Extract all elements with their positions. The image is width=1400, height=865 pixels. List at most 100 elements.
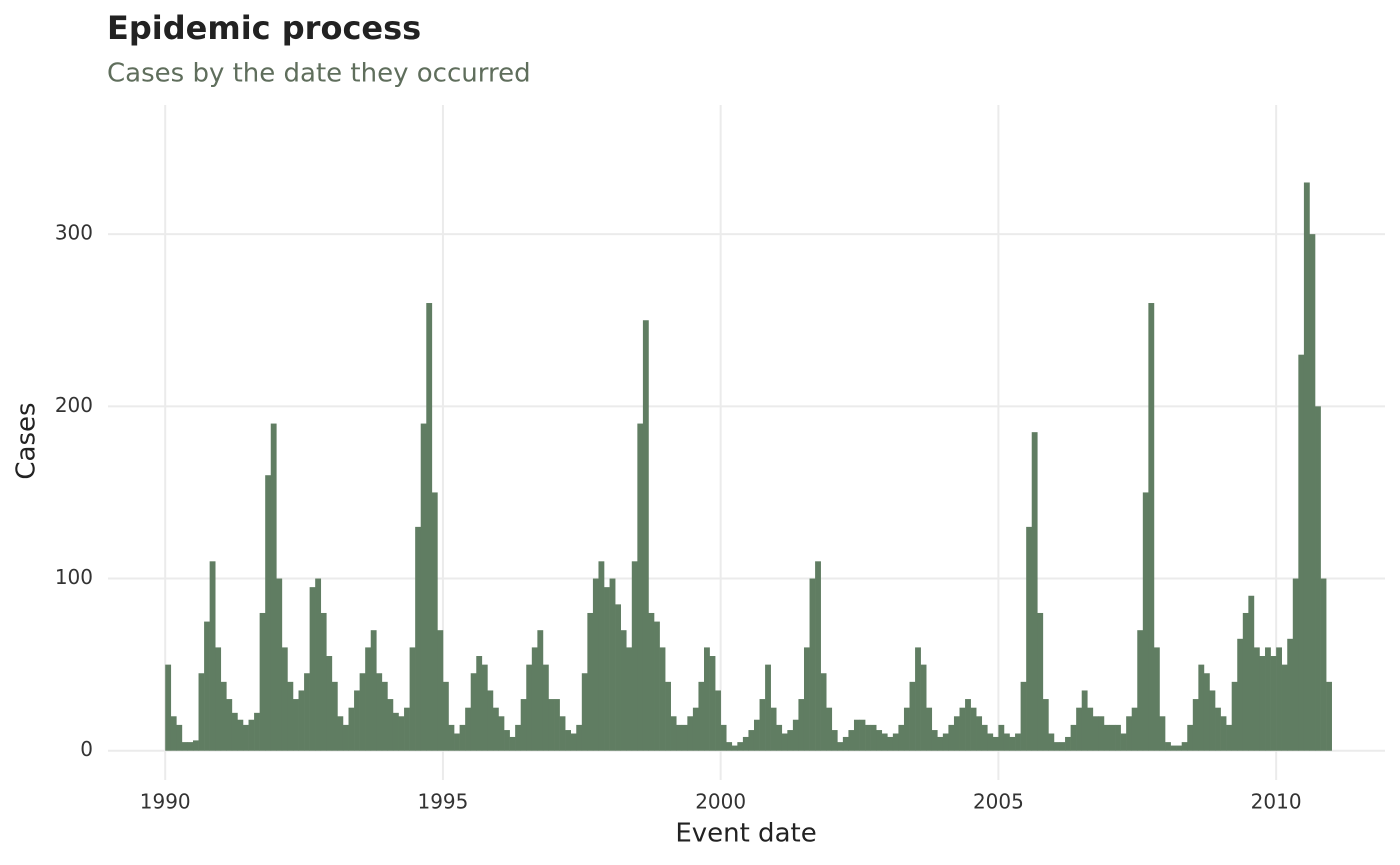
- bar: [792, 719, 799, 751]
- bar: [659, 647, 666, 751]
- bar: [592, 578, 599, 751]
- bar: [1031, 432, 1038, 751]
- bar: [259, 612, 266, 751]
- bar: [365, 647, 372, 751]
- bar: [415, 526, 422, 751]
- y-tick-label: 300: [55, 221, 93, 245]
- bar: [1042, 699, 1049, 751]
- bar: [242, 724, 249, 751]
- bar: [226, 699, 233, 751]
- bar: [1015, 733, 1021, 751]
- bar: [709, 656, 716, 751]
- bar: [387, 699, 394, 751]
- bar: [953, 716, 960, 751]
- y-tick-label: 100: [55, 565, 93, 589]
- bar: [504, 730, 510, 751]
- bar: [470, 673, 477, 751]
- bar: [331, 681, 338, 751]
- bar: [581, 673, 588, 751]
- bar: [909, 681, 916, 751]
- bar: [615, 604, 621, 751]
- bar: [515, 724, 522, 751]
- bar: [1270, 656, 1277, 751]
- bar: [676, 724, 683, 751]
- bar: [1181, 742, 1188, 751]
- bar: [726, 742, 733, 751]
- bar: [970, 707, 977, 751]
- bar: [215, 647, 222, 751]
- bar: [309, 587, 316, 751]
- bar: [1248, 595, 1255, 751]
- bar: [770, 707, 777, 751]
- bar: [1076, 707, 1083, 751]
- bar: [654, 621, 660, 751]
- bar: [287, 681, 294, 751]
- bar: [1165, 742, 1171, 751]
- bar: [809, 578, 816, 751]
- bar: [1026, 526, 1033, 751]
- y-axis-title: Cases: [12, 402, 42, 479]
- bar: [426, 303, 433, 751]
- bar: [448, 724, 455, 751]
- bar: [842, 736, 849, 751]
- bar: [981, 724, 988, 751]
- bar: [670, 716, 677, 751]
- bar: [959, 707, 966, 751]
- bar: [404, 707, 410, 751]
- bar: [859, 719, 866, 751]
- bar: [187, 742, 194, 751]
- bar: [1192, 699, 1199, 751]
- bar: [815, 561, 821, 751]
- bar: [1098, 716, 1105, 751]
- bar: [204, 621, 210, 751]
- bar: [759, 699, 766, 751]
- bar: [587, 612, 594, 751]
- bar: [920, 664, 927, 751]
- bar: [803, 647, 810, 751]
- bar: [787, 730, 794, 751]
- bar: [765, 664, 771, 751]
- bar: [265, 475, 272, 751]
- bar: [731, 745, 738, 751]
- bar: [892, 733, 899, 751]
- x-tick-label: 1990: [140, 790, 191, 814]
- bar: [698, 681, 705, 751]
- bar: [715, 690, 721, 751]
- bar: [1237, 638, 1244, 751]
- bar: [359, 673, 366, 751]
- bar: [1231, 681, 1238, 751]
- bar: [231, 712, 238, 751]
- bar: [1153, 647, 1160, 751]
- bar: [831, 730, 838, 751]
- bar: [1281, 664, 1288, 751]
- chart-subtitle: Cases by the date they occurred: [107, 59, 531, 89]
- bar: [1276, 647, 1282, 751]
- bar: [1303, 182, 1310, 751]
- bar: [554, 699, 560, 751]
- bars: [165, 182, 1332, 751]
- bar: [881, 733, 888, 751]
- grid: [108, 105, 1385, 780]
- bar: [498, 716, 505, 751]
- bar: [1131, 707, 1138, 751]
- bar: [976, 716, 983, 751]
- bar: [887, 736, 894, 751]
- bar: [987, 733, 994, 751]
- bar: [270, 423, 277, 751]
- bar: [648, 612, 655, 751]
- bar: [392, 712, 399, 751]
- bar: [1159, 716, 1166, 751]
- bar: [1070, 724, 1077, 751]
- bar: [876, 730, 883, 751]
- bar: [1048, 733, 1055, 751]
- bar: [526, 664, 533, 751]
- x-tick-label: 2010: [1251, 790, 1302, 814]
- bar: [776, 724, 783, 751]
- bar: [420, 423, 427, 751]
- bar: [170, 716, 177, 751]
- bar: [559, 716, 566, 751]
- bar: [1037, 612, 1044, 751]
- bar: [509, 736, 516, 751]
- x-tick-label: 2000: [695, 790, 746, 814]
